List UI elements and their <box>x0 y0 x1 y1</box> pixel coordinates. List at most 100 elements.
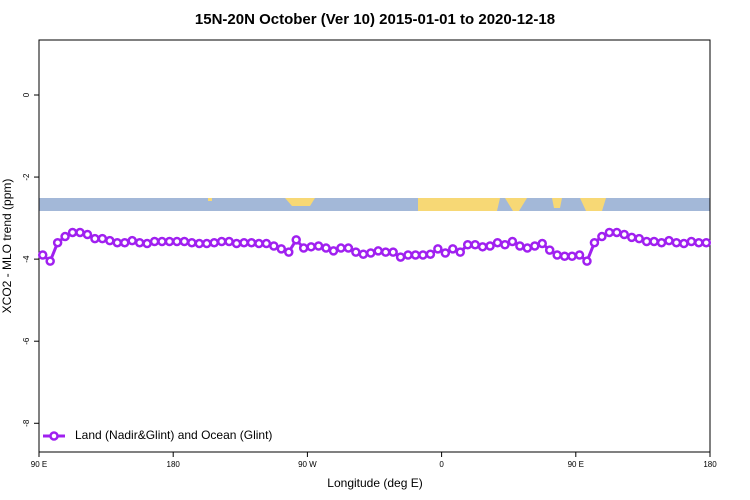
point <box>298 243 309 253</box>
point <box>544 245 555 255</box>
point <box>604 227 615 238</box>
point <box>105 235 115 246</box>
map-strip <box>39 198 710 211</box>
point <box>582 256 592 266</box>
point <box>321 243 331 253</box>
y-tick-label: -6 <box>22 337 31 345</box>
y-axis-label: XCO2 - MLO trend (ppm) <box>0 179 14 314</box>
point <box>119 237 130 248</box>
point <box>164 236 175 247</box>
point <box>306 242 316 252</box>
point <box>559 251 570 262</box>
point <box>395 252 406 262</box>
point <box>425 249 436 259</box>
point <box>67 227 78 238</box>
chart-title: 15N-20N October (Ver 10) 2015-01-01 to 2… <box>195 11 555 28</box>
point <box>284 247 294 257</box>
point <box>448 244 458 254</box>
point <box>626 232 637 243</box>
point <box>239 237 249 248</box>
point <box>328 246 339 256</box>
point <box>216 236 227 247</box>
point <box>45 256 55 266</box>
point <box>500 240 510 250</box>
point <box>351 247 361 257</box>
y-tick-label: 0 <box>22 92 31 97</box>
point <box>52 237 63 248</box>
point <box>522 243 533 253</box>
series-line <box>41 230 707 264</box>
point <box>202 238 212 249</box>
point <box>157 236 167 247</box>
y-tick-label: -2 <box>22 173 31 181</box>
point <box>179 236 190 247</box>
x-tick-label: 180 <box>167 460 181 469</box>
point <box>75 227 85 238</box>
point <box>231 238 242 249</box>
point <box>701 237 712 248</box>
point <box>567 251 577 262</box>
point <box>313 241 324 251</box>
point <box>37 250 48 260</box>
point <box>462 240 473 250</box>
point <box>485 241 495 251</box>
x-tick-label: 90 W <box>298 460 317 469</box>
point <box>515 241 525 251</box>
point <box>172 236 182 247</box>
x-tick-label: 90 E <box>568 460 584 469</box>
point <box>694 237 704 248</box>
point <box>388 247 398 257</box>
point <box>246 237 257 248</box>
point <box>209 237 219 248</box>
point <box>291 235 301 245</box>
point <box>194 238 205 249</box>
point <box>112 237 123 248</box>
x-axis-label: Longitude (deg E) <box>327 476 422 490</box>
point <box>686 236 697 247</box>
x-tick-label: 180 <box>703 460 717 469</box>
point <box>336 243 346 253</box>
point <box>142 238 152 249</box>
point <box>589 237 600 248</box>
point <box>477 242 488 252</box>
point <box>380 247 391 257</box>
point <box>530 241 540 251</box>
point <box>671 237 682 248</box>
point <box>276 244 287 254</box>
point <box>470 240 480 250</box>
point <box>410 250 421 260</box>
point <box>269 241 279 251</box>
x-tick-label: 90 E <box>31 460 47 469</box>
legend-marker <box>49 431 59 441</box>
point <box>149 236 160 247</box>
point <box>187 237 197 248</box>
point <box>254 238 264 249</box>
point <box>433 244 443 254</box>
point <box>358 249 369 259</box>
point <box>366 248 376 258</box>
legend-label: Land (Nadir&Glint) and Ocean (Glint) <box>75 428 272 442</box>
point <box>60 231 70 242</box>
point <box>455 247 465 257</box>
point <box>574 250 585 260</box>
point <box>90 233 100 244</box>
point <box>507 236 518 247</box>
point <box>82 229 93 240</box>
x-tick-label: 0 <box>439 460 444 469</box>
point <box>634 233 644 244</box>
point <box>127 235 137 246</box>
point <box>224 236 234 247</box>
point <box>619 229 630 240</box>
point <box>440 248 451 258</box>
y-tick-label: -8 <box>22 419 31 427</box>
point <box>612 227 622 238</box>
point <box>649 236 659 247</box>
point <box>403 250 413 260</box>
point <box>343 243 354 253</box>
point <box>418 250 428 260</box>
point <box>597 231 607 242</box>
point <box>134 237 145 248</box>
point <box>261 238 272 249</box>
point <box>373 246 383 256</box>
